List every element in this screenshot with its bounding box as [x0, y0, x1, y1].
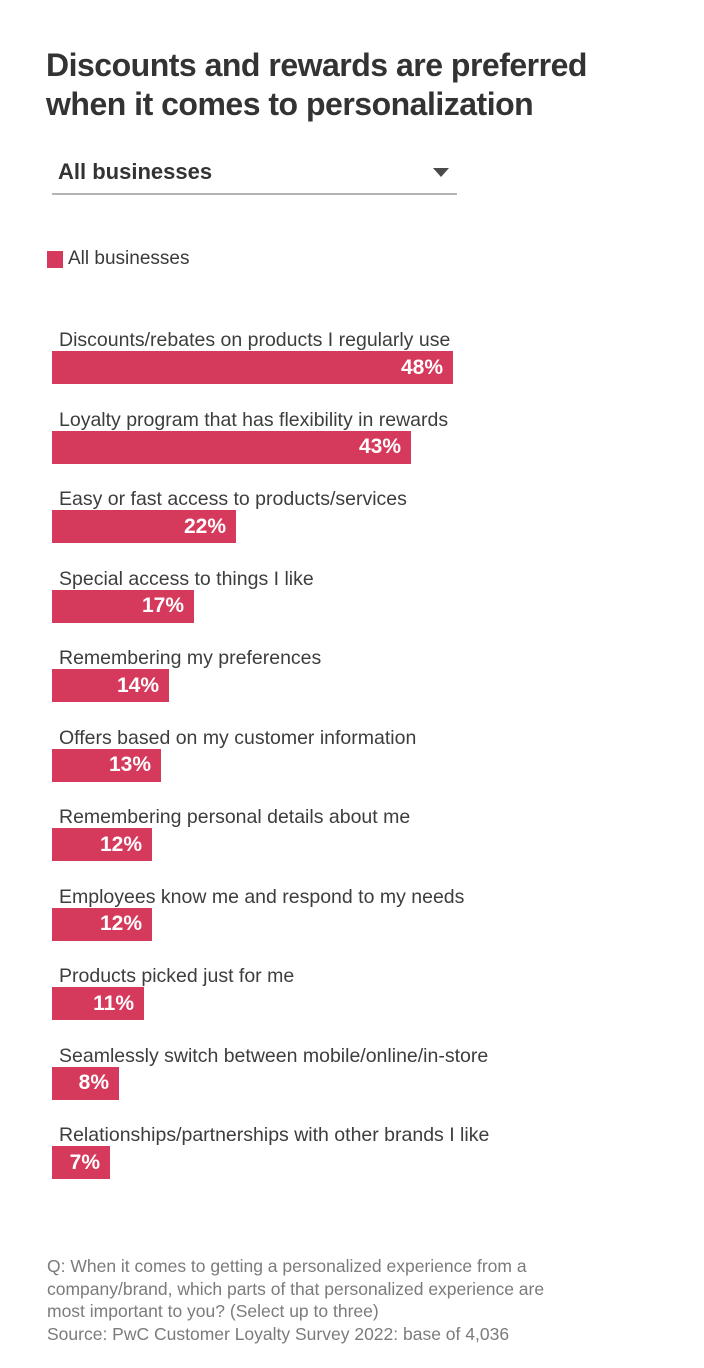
- bar-value: 48%: [400, 355, 443, 379]
- bar[interactable]: 13%: [52, 748, 161, 782]
- bar-label: Products picked just for me: [59, 965, 295, 987]
- bar[interactable]: 43%: [52, 430, 411, 464]
- bar-label: Employees know me and respond to my need…: [59, 885, 465, 908]
- question-line: Q: When it comes to getting a personaliz…: [47, 1256, 527, 1276]
- footnote: Q: When it comes to getting a personaliz…: [47, 1255, 704, 1345]
- question-line: most important to you? (Select up to thr…: [47, 1301, 379, 1321]
- bar-label: Remembering my preferences: [59, 647, 322, 669]
- bar-value: 17%: [141, 594, 184, 617]
- bar-chart: Discounts/rebates on products I regularl…: [52, 329, 704, 1179]
- bar[interactable]: 14%: [52, 669, 169, 702]
- bar[interactable]: 48%: [52, 351, 453, 384]
- source-note: Source: PwC Customer Loyalty Survey 2022…: [47, 1323, 510, 1344]
- legend: All businesses: [47, 248, 704, 270]
- question-note: Q: When it comes to getting a personaliz…: [47, 1255, 704, 1323]
- chart-row: Discounts/rebates on products I regularl…: [52, 329, 704, 384]
- bar[interactable]: 12%: [52, 828, 152, 861]
- question-line: company/brand, which parts of that perso…: [47, 1278, 545, 1299]
- bar[interactable]: 12%: [52, 907, 152, 941]
- bar[interactable]: 8%: [52, 1066, 119, 1100]
- bar-value: 22%: [183, 514, 226, 538]
- bar-label: Special access to things I like: [59, 567, 314, 590]
- chart-title: Discounts and rewards are preferred when…: [46, 47, 587, 122]
- bar[interactable]: 11%: [52, 987, 144, 1020]
- legend-label: All businesses: [68, 248, 190, 269]
- chart-row: Seamlessly switch between mobile/online/…: [52, 1045, 704, 1100]
- chart-row: Employees know me and respond to my need…: [52, 886, 704, 941]
- bar-label: Loyalty program that has flexibility in …: [59, 408, 449, 431]
- bar-label: Relationships/partnerships with other br…: [59, 1124, 490, 1146]
- bar-value: 11%: [93, 991, 134, 1015]
- chart-row: Loyalty program that has flexibility in …: [52, 409, 704, 464]
- chart-row: Easy or fast access to products/services…: [52, 488, 704, 543]
- bar-value: 8%: [78, 1071, 109, 1094]
- legend-item-all-businesses[interactable]: All businesses: [47, 248, 189, 270]
- bar[interactable]: 17%: [52, 589, 194, 623]
- chart-row: Offers based on my customer information 1…: [52, 727, 704, 782]
- chart-row: Remembering personal details about me 12%: [52, 806, 704, 861]
- legend-swatch: [47, 250, 63, 268]
- bar[interactable]: 22%: [52, 510, 236, 543]
- bar-label: Seamlessly switch between mobile/online/…: [59, 1044, 489, 1067]
- chevron-down-icon: [433, 167, 449, 177]
- chart-row: Special access to things I like 17%: [52, 568, 704, 623]
- bar-label: Offers based on my customer information: [59, 726, 417, 749]
- bar-label: Discounts/rebates on products I regularl…: [59, 329, 451, 351]
- bar[interactable]: 7%: [52, 1146, 110, 1179]
- bar-value: 12%: [99, 912, 142, 935]
- bar-label: Easy or fast access to products/services: [59, 488, 407, 510]
- chart-row: Products picked just for me 11%: [52, 965, 704, 1020]
- bar-value: 43%: [358, 435, 401, 458]
- bar-value: 12%: [99, 832, 142, 856]
- dropdown-selected-value: All businesses: [58, 159, 213, 184]
- bar-value: 13%: [108, 753, 151, 776]
- chart-row: Remembering my preferences 14%: [52, 647, 704, 702]
- bar-value: 14%: [116, 673, 159, 697]
- bar-value: 7%: [69, 1150, 100, 1174]
- chart-row: Relationships/partnerships with other br…: [52, 1124, 704, 1179]
- business-filter-dropdown[interactable]: All businesses: [52, 160, 457, 195]
- bar-label: Remembering personal details about me: [59, 806, 411, 828]
